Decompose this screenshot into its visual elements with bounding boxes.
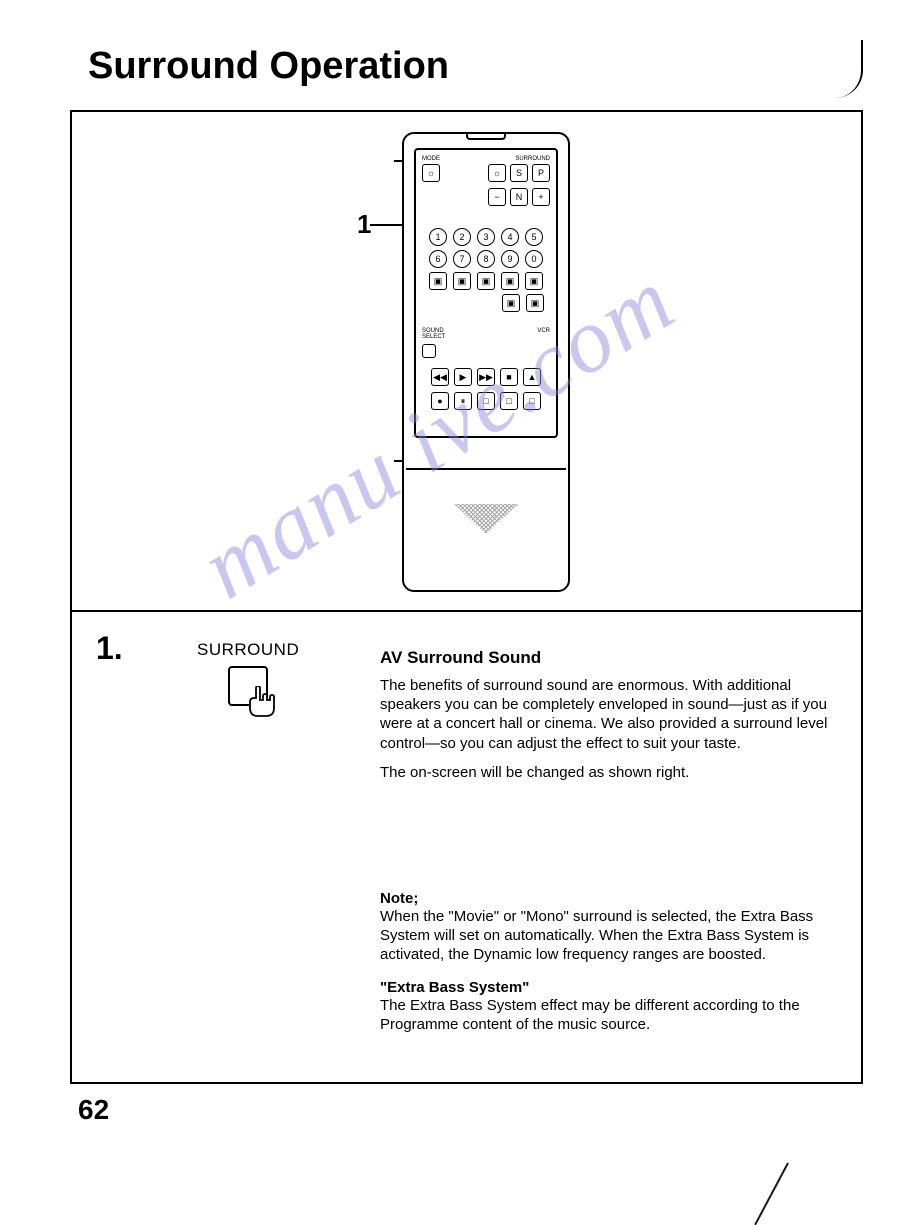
content-frame: 1 MODE SURROUND ☼ ☼ S — [70, 110, 863, 1084]
remote-button-panel: MODE SURROUND ☼ ☼ S P − N + — [414, 148, 558, 438]
title-block: Surround Operation — [70, 40, 863, 98]
ir-window — [466, 132, 506, 140]
num-button: 5 — [525, 228, 543, 246]
num-button: 7 — [453, 250, 471, 268]
num-button: 3 — [477, 228, 495, 246]
rewind-button: ◀◀ — [431, 368, 449, 386]
sound-select-button — [422, 344, 436, 358]
manual-page: Surround Operation 1 MODE SURROUND ☼ — [0, 0, 918, 1188]
remote-diagram-panel: 1 MODE SURROUND ☼ ☼ S — [72, 112, 861, 612]
minus-button: − — [488, 188, 506, 206]
extra-bass-body: The Extra Bass System effect may be diff… — [380, 996, 841, 1034]
eject-button: ▲ — [523, 368, 541, 386]
fn-button: ▣ — [453, 272, 471, 290]
section-heading: AV Surround Sound — [380, 648, 841, 668]
vcr-button: □ — [500, 392, 518, 410]
note-title: Note; — [380, 890, 841, 907]
pause-button: ⏸ — [454, 392, 472, 410]
note-body: When the "Movie" or "Mono" surround is s… — [380, 907, 841, 965]
plus-button: + — [532, 188, 550, 206]
page-number: 62 — [78, 1094, 863, 1126]
play-button: ▶ — [454, 368, 472, 386]
num-button: 4 — [501, 228, 519, 246]
remote-control-illustration: MODE SURROUND ☼ ☼ S P − N + — [402, 132, 570, 592]
s-button: S — [510, 164, 528, 182]
scan-artifact-line — [754, 1163, 789, 1225]
rec-button: ● — [431, 392, 449, 410]
fn-button: ▣ — [526, 294, 544, 312]
body-paragraph: The on-screen will be changed as shown r… — [380, 763, 841, 782]
vcr-button: □ — [523, 392, 541, 410]
instruction-text: AV Surround Sound The benefits of surrou… — [380, 648, 841, 1044]
instruction-panel: 1. SURROUND AV Surround Sound The benefi… — [72, 612, 861, 1082]
mode-label: MODE — [422, 156, 440, 162]
num-button: 6 — [429, 250, 447, 268]
fn-button: ▣ — [429, 272, 447, 290]
surround-button-label: SURROUND — [197, 640, 299, 660]
n-button: N — [510, 188, 528, 206]
page-title: Surround Operation — [88, 45, 861, 88]
fn-button: ▣ — [502, 294, 520, 312]
vcr-button: □ — [477, 392, 495, 410]
stop-button: ■ — [500, 368, 518, 386]
extra-bass-title: "Extra Bass System" — [380, 979, 841, 996]
num-button: 1 — [429, 228, 447, 246]
remote-base — [406, 468, 566, 588]
fn-button: ▣ — [525, 272, 543, 290]
num-button: 2 — [453, 228, 471, 246]
note-block: Note; When the "Movie" or "Mono" surroun… — [380, 890, 841, 1034]
pointing-hand-icon — [244, 686, 284, 726]
sound-select-label: SOUND SELECT — [422, 328, 445, 340]
p-button: P — [532, 164, 550, 182]
mode-button: ☼ — [422, 164, 440, 182]
num-button: 9 — [501, 250, 519, 268]
surround-label: SURROUND — [515, 156, 550, 162]
body-paragraph: The benefits of surround sound are enorm… — [380, 676, 841, 753]
vcr-label: VCR — [537, 328, 550, 340]
ffwd-button: ▶▶ — [477, 368, 495, 386]
surround-press-diagram: SURROUND — [197, 640, 299, 706]
num-button: 8 — [477, 250, 495, 268]
fn-button: ▣ — [501, 272, 519, 290]
surround-button-icon — [228, 666, 268, 706]
fn-button: ▣ — [477, 272, 495, 290]
num-button: 0 — [525, 250, 543, 268]
surround-button: ☼ — [488, 164, 506, 182]
